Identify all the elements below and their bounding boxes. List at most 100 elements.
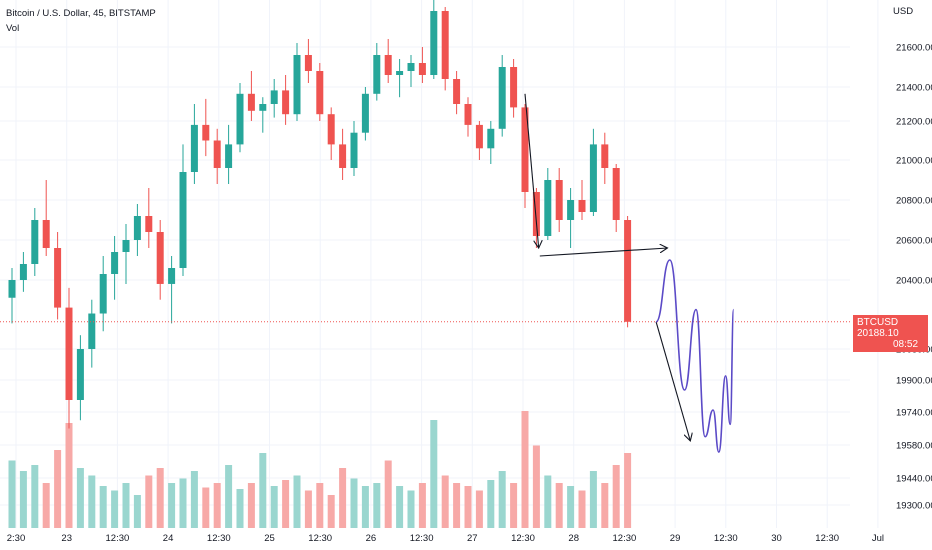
price-tick-label: 21200.00 — [896, 117, 932, 128]
time-tick-label: 12:30 — [106, 533, 130, 544]
candle-body — [430, 11, 438, 75]
volume-bar — [259, 453, 267, 528]
time-tick-label: 12:30 — [410, 533, 434, 544]
candle-body — [65, 307, 73, 400]
volume-bar — [156, 468, 164, 528]
volume-bar — [418, 483, 426, 528]
volume-bar — [293, 475, 301, 528]
symbol-title[interactable]: Bitcoin / U.S. Dollar, 45, BITSTAMP — [6, 8, 156, 19]
volume-bar — [133, 495, 141, 528]
volume-bar — [8, 460, 16, 528]
volume-bar — [384, 460, 392, 528]
candle-body — [54, 248, 62, 308]
time-tick-label: 26 — [366, 533, 377, 544]
last-price-tag: BTCUSD 20188.10 08:52 — [853, 314, 928, 352]
candle-body — [464, 104, 472, 125]
time-tick-label: 12:30 — [511, 533, 535, 544]
volume-bar — [145, 475, 153, 528]
candle-body — [361, 93, 369, 133]
candlestick-series — [8, 0, 632, 429]
candle — [578, 180, 586, 220]
candle — [282, 75, 290, 125]
candle-body — [327, 114, 335, 145]
volume-bar — [339, 468, 347, 528]
candle-body — [544, 180, 552, 236]
candle-body — [111, 252, 119, 274]
candle — [475, 121, 483, 160]
user-drawings[interactable] — [524, 93, 735, 453]
volume-bar — [168, 483, 176, 528]
time-tick-label: 29 — [670, 533, 681, 544]
candle-body — [407, 63, 415, 71]
projection-curve — [655, 259, 735, 453]
volume-bar — [396, 486, 404, 528]
candle — [8, 268, 16, 324]
time-tick-label: 27 — [467, 533, 478, 544]
candle — [567, 188, 575, 248]
volume-bar — [475, 490, 483, 528]
time-tick-label: 23 — [61, 533, 72, 544]
candle-body — [441, 11, 449, 79]
time-tick-label: 12:30 — [714, 533, 738, 544]
trend-arrow — [539, 248, 668, 257]
candle — [133, 204, 141, 256]
volume-bar — [327, 495, 335, 528]
candle-body — [122, 240, 130, 252]
candle-body — [373, 55, 381, 94]
volume-bar — [19, 471, 27, 528]
time-tick-label: 2:30 — [7, 533, 26, 544]
price-axis[interactable]: 19300.00 19440.00 19580.00 19740.00 19900.00… — [893, 6, 932, 512]
candle-body — [304, 55, 312, 71]
volume-bar — [76, 468, 84, 528]
volume-bar — [247, 483, 255, 528]
chart-grid — [0, 0, 879, 528]
candle-body — [168, 268, 176, 284]
volume-bar — [601, 483, 609, 528]
price-tag-symbol: BTCUSD — [857, 316, 899, 328]
candle — [225, 124, 233, 184]
price-tick-label: 20400.00 — [896, 276, 932, 287]
candle-body — [578, 200, 586, 212]
time-tick-label: 12:30 — [207, 533, 231, 544]
volume-bar — [316, 483, 324, 528]
candle — [384, 39, 392, 83]
candle-body — [396, 71, 404, 75]
volume-bar — [361, 486, 369, 528]
candle — [327, 107, 335, 160]
trend-arrow — [655, 321, 690, 441]
time-tick-label: 12:30 — [613, 533, 637, 544]
candle — [555, 168, 563, 232]
candle-body — [532, 192, 540, 236]
price-tick-label: 21600.00 — [896, 43, 932, 54]
candle-body — [179, 172, 187, 268]
volume-bar — [430, 420, 438, 528]
volume-bar — [624, 453, 632, 528]
candle-body — [555, 180, 563, 220]
volume-bar — [555, 483, 563, 528]
candle — [487, 121, 495, 164]
volume-indicator-label[interactable]: Vol — [6, 23, 20, 34]
volume-bar — [441, 475, 449, 528]
volume-bar — [236, 489, 244, 528]
candle — [236, 83, 244, 153]
price-tick-label: 21400.00 — [896, 83, 932, 94]
candle — [31, 208, 39, 276]
candle-body — [88, 313, 96, 349]
candle — [168, 256, 176, 324]
candle — [361, 87, 369, 141]
candle — [521, 104, 529, 208]
candle — [464, 97, 472, 137]
price-tick-label: 19300.00 — [896, 501, 932, 512]
candle — [316, 63, 324, 121]
candle-body — [236, 93, 244, 145]
candle — [350, 121, 358, 176]
time-axis[interactable]: 2:30 23 12:30 24 12:30 25 12:30 26 12:30 27 12:30 2… — [7, 533, 884, 544]
price-tick-label: 19900.00 — [896, 376, 932, 387]
volume-bar — [202, 487, 210, 528]
candle-body — [133, 216, 141, 240]
candle-body — [31, 220, 39, 264]
volume-bar — [65, 423, 73, 528]
candle — [498, 55, 506, 137]
candle — [247, 71, 255, 121]
